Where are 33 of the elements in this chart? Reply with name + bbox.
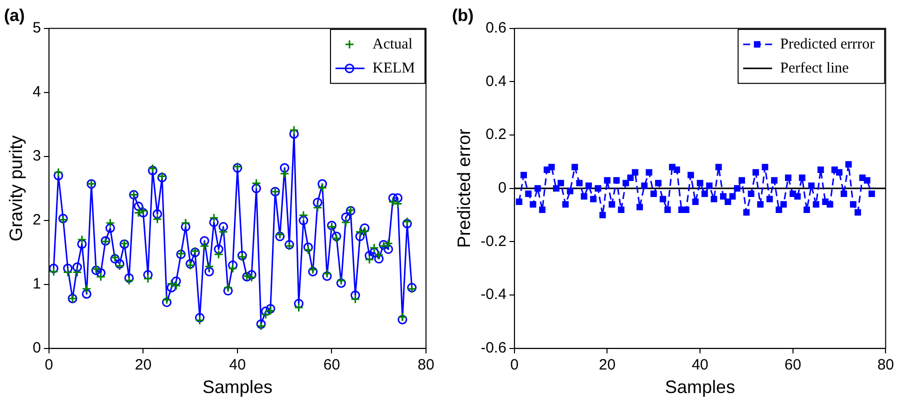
y-axis-title: Gravity purity <box>6 135 26 242</box>
x-tick-label: 80 <box>877 356 894 374</box>
chart-title: (b) <box>452 6 474 25</box>
y-tick-label: 0.4 <box>486 72 506 90</box>
x-axis-title: Samples <box>665 377 736 398</box>
chart-title: (a) <box>4 6 25 25</box>
y-tick-label: 0.2 <box>486 126 506 144</box>
x-tick-label: 0 <box>44 356 54 374</box>
y-tick-label: 3 <box>32 148 41 165</box>
y-tick-label: 5 <box>32 20 41 37</box>
legend-label: Actual <box>372 36 412 52</box>
x-tick-label: 0 <box>510 356 519 374</box>
legend-label: Predicted errror <box>780 36 875 52</box>
x-tick-label: 20 <box>598 356 616 374</box>
y-tick-label: 0.6 <box>486 20 506 37</box>
x-tick-label: 60 <box>784 356 802 374</box>
x-axis-title: Samples <box>202 377 272 398</box>
x-tick-label: 40 <box>229 356 246 374</box>
y-axis-title: Predicted error <box>454 128 474 248</box>
x-tick-label: 80 <box>418 356 434 374</box>
y-tick-label: -0.6 <box>480 340 506 357</box>
x-tick-label: 60 <box>323 356 340 374</box>
y-tick-label: 1 <box>32 276 41 293</box>
legend-label: KELM <box>372 60 416 76</box>
y-tick-label: 4 <box>32 84 41 101</box>
y-tick-label: 0 <box>498 180 506 197</box>
y-tick-label: 0 <box>32 340 41 357</box>
y-tick-label: 2 <box>32 212 41 229</box>
y-tick-label: -0.4 <box>480 286 506 304</box>
x-tick-label: 20 <box>134 356 152 374</box>
x-tick-label: 40 <box>692 356 708 374</box>
y-tick-label: -0.2 <box>480 232 506 250</box>
legend-label: Perfect line <box>780 60 850 76</box>
